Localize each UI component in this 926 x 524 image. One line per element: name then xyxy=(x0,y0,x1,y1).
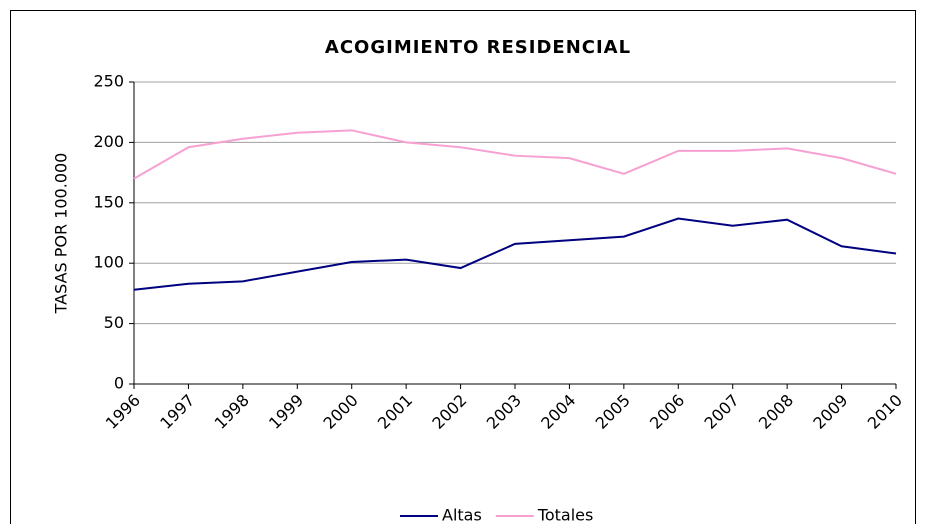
y-tick-label: 100 xyxy=(93,253,124,272)
legend-label: Totales xyxy=(537,506,594,524)
data-line xyxy=(133,129,897,180)
y-tick-label: 50 xyxy=(104,313,124,332)
y-axis-label: TASAS POR 100.000 xyxy=(52,153,71,315)
y-tick-label: 200 xyxy=(93,132,124,151)
chart-title: ACOGIMIENTO RESIDENCIAL xyxy=(325,37,631,58)
y-tick-label: 150 xyxy=(93,192,124,211)
data-line xyxy=(133,217,897,291)
y-tick-label: 250 xyxy=(93,72,124,91)
legend-label: Altas xyxy=(442,506,482,524)
y-tick-label: 0 xyxy=(114,374,124,393)
